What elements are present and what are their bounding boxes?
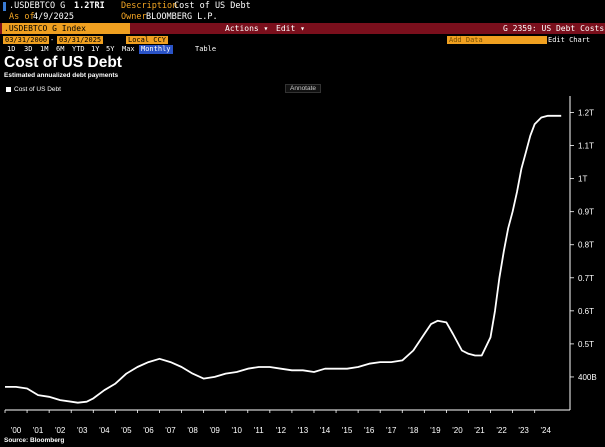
ticker-marker-icon <box>3 2 6 11</box>
end-date-input[interactable]: 03/31/2025 <box>57 36 104 44</box>
x-tick-label: '24 <box>541 426 552 435</box>
x-tick-label: '20 <box>452 426 463 435</box>
x-tick-label: '16 <box>364 426 375 435</box>
range-6m[interactable]: 6M <box>56 45 65 53</box>
legend-label: Cost of US Debt <box>14 86 61 93</box>
y-tick-label: 400B <box>578 373 597 382</box>
actions-menu[interactable]: Actions ▾ <box>225 24 269 33</box>
x-tick-label: '19 <box>430 426 441 435</box>
x-tick-label: '00 <box>11 426 22 435</box>
source-note: Source: Bloomberg <box>4 437 65 444</box>
description-label: Description <box>121 1 178 11</box>
asof-date: 4/9/2025 <box>33 12 74 22</box>
y-tick-label: 0.5T <box>578 340 594 349</box>
settings-row: 03/31/2000 - 03/31/2025 Local CCY Add Da… <box>0 35 605 45</box>
y-tick-label: 0.6T <box>578 307 594 316</box>
x-tick-label: '11 <box>254 426 264 435</box>
asof-label: As of <box>9 12 35 22</box>
x-tick-label: '02 <box>55 426 66 435</box>
y-tick-label: 0.7T <box>578 274 594 283</box>
y-tick-label: 1T <box>578 175 587 184</box>
x-tick-label: '23 <box>518 426 529 435</box>
range-max[interactable]: Max <box>122 45 135 53</box>
index-field[interactable]: .USDEBTCO G Index <box>2 23 130 34</box>
last-value: 1.2TRI <box>74 1 105 11</box>
owner: BLOOMBERG L.P. <box>146 12 218 22</box>
range-1m[interactable]: 1M <box>40 45 49 53</box>
chart-id[interactable]: G 2359: US Debt Costs <box>503 24 605 33</box>
legend-swatch <box>6 87 11 92</box>
chart-title: Cost of US Debt <box>4 54 122 71</box>
range-3d[interactable]: 3D <box>24 45 33 53</box>
x-tick-label: '15 <box>342 426 353 435</box>
date-separator: - <box>50 36 55 44</box>
x-tick-label: '17 <box>386 426 397 435</box>
range-5y[interactable]: 5Y <box>106 45 115 53</box>
start-date-input[interactable]: 03/31/2000 <box>3 36 50 44</box>
edit-menu[interactable]: Edit ▾ <box>276 24 305 33</box>
range-1d[interactable]: 1D <box>7 45 16 53</box>
y-tick-label: 0.8T <box>578 241 594 250</box>
x-tick-label: '09 <box>209 426 220 435</box>
header-row: .USDEBTCO G 1.2TRI Description Cost of U… <box>0 0 605 13</box>
annotate-label: Annotate <box>290 85 317 92</box>
x-tick-label: '03 <box>77 426 88 435</box>
x-tick-label: '05 <box>121 426 132 435</box>
legend: Cost of US Debt <box>6 86 61 93</box>
x-tick-label: '06 <box>143 426 154 435</box>
range-row: 1D 3D 1M 6M YTD 1Y 5Y Max Monthly Table <box>0 45 605 54</box>
x-tick-label: '08 <box>187 426 198 435</box>
currency-select[interactable]: Local CCY <box>126 36 168 44</box>
y-tick-label: 1.2T <box>578 109 594 118</box>
range-ytd[interactable]: YTD <box>72 45 85 53</box>
annotate-button[interactable]: Annotate <box>285 84 322 93</box>
x-tick-label: '01 <box>33 426 44 435</box>
x-tick-label: '22 <box>496 426 507 435</box>
frequency-select[interactable]: Monthly <box>139 45 173 54</box>
range-1y[interactable]: 1Y <box>91 45 100 53</box>
x-tick-label: '04 <box>99 426 110 435</box>
header-row-2: As of 4/9/2025 Owner BLOOMBERG L.P. <box>0 12 605 23</box>
owner-label: Owner <box>121 12 147 22</box>
y-tick-label: 1.1T <box>578 142 594 151</box>
series-line <box>5 114 562 404</box>
x-tick-label: '12 <box>276 426 287 435</box>
chart-subtitle: Estimated annualized debt payments <box>4 72 119 79</box>
table-button[interactable]: Table <box>195 45 217 53</box>
action-bar: .USDEBTCO G Index Actions ▾ Edit ▾ G 235… <box>0 23 605 34</box>
x-tick-label: '07 <box>165 426 176 435</box>
x-tick-label: '21 <box>474 426 485 435</box>
x-tick-label: '18 <box>408 426 419 435</box>
add-data-input[interactable]: Add Data <box>447 36 547 44</box>
x-tick-label: '14 <box>320 426 331 435</box>
description: Cost of US Debt <box>174 1 251 11</box>
y-tick-label: 0.9T <box>578 208 594 217</box>
ticker[interactable]: .USDEBTCO G <box>9 1 66 11</box>
x-tick-label: '13 <box>298 426 309 435</box>
edit-chart-button[interactable]: Edit Chart <box>548 36 591 44</box>
x-tick-label: '10 <box>232 426 243 435</box>
